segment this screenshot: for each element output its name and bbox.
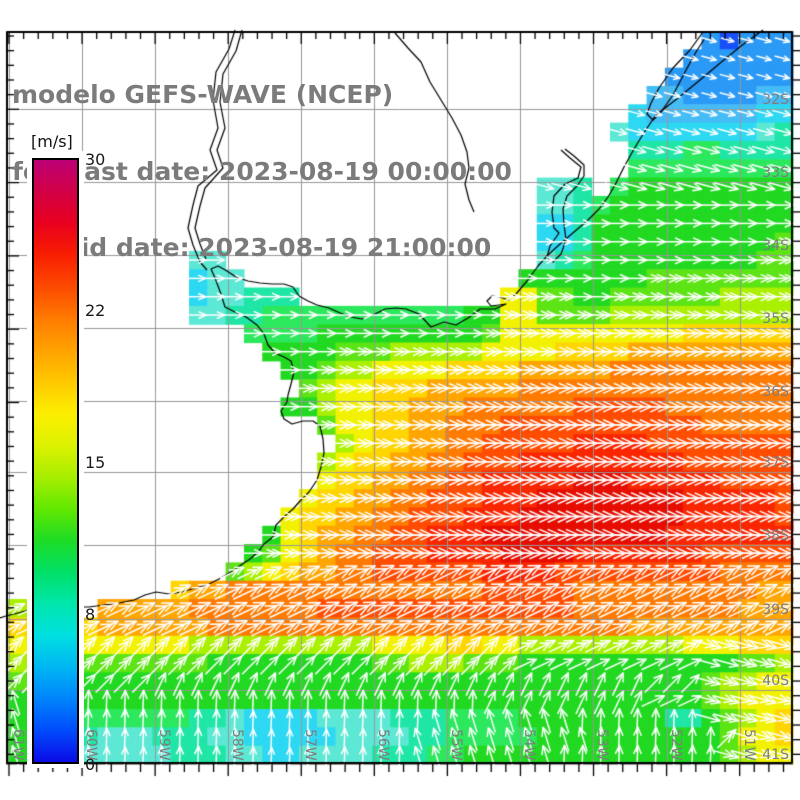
colorbar-tick-15: 15 [85,453,106,472]
lon-label-56W: 56W [375,729,391,761]
lon-label-54W: 54W [521,729,537,761]
lat-label-35S: 35S [762,311,789,327]
lat-label-40S: 40S [762,673,789,689]
lat-label-37S: 37S [762,455,789,471]
lon-label-53W: 53W [594,729,610,761]
lon-label-55W: 55W [448,729,464,761]
lat-label-39S: 39S [762,602,789,618]
colorbar-tick-0: 0 [85,755,96,774]
lat-label-36S: 36S [762,384,789,400]
lat-label-33S: 33S [762,165,789,181]
lon-label-57W: 57W [302,729,318,761]
lat-label-38S: 38S [762,528,789,544]
lat-label-41S: 41S [762,747,789,763]
lat-label-32S: 32S [762,92,789,108]
map-title-block: modelo GEFS-WAVE (NCEP) forecast date: 2… [12,31,512,312]
colorbar-tick-30: 30 [85,150,106,169]
lon-label-59W: 59W [156,729,172,761]
colorbar-unit-label: [m/s] [31,132,73,151]
model-title: modelo GEFS-WAVE (NCEP) [12,80,394,109]
colorbar-tick-22: 22 [85,301,106,320]
valid-date-line: valid date: 2023-08-19 21:00:00 [39,233,492,262]
lon-label-60W: 60W [83,729,99,761]
lon-label-61W: 61W [10,729,26,761]
colorbar-gradient [32,158,79,764]
lat-label-34S: 34S [762,238,789,254]
lon-label-58W: 58W [229,729,245,761]
lon-label-52W: 52W [668,729,684,761]
lon-label-51W: 51W [741,729,757,761]
colorbar-tick-8: 8 [85,605,96,624]
